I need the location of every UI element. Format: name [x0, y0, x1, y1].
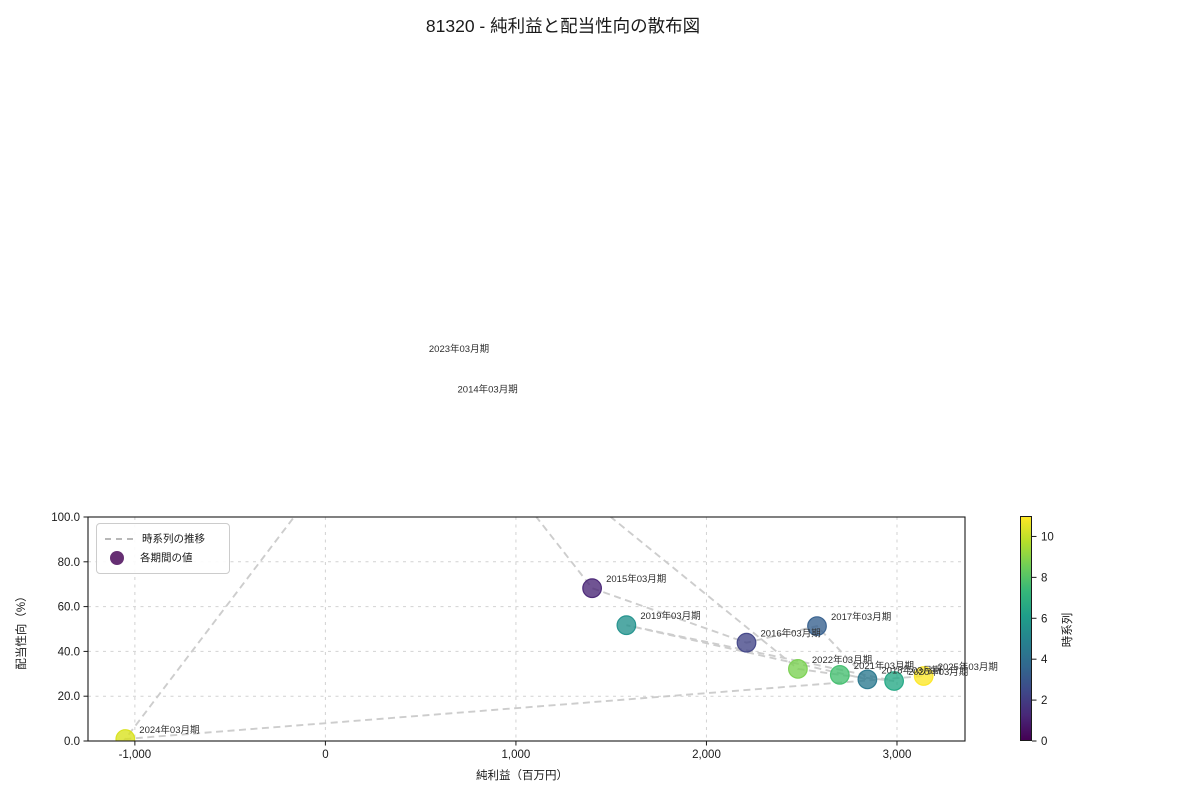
- data-point: [115, 729, 136, 741]
- colorbar-tick-label: 6: [1041, 613, 1047, 625]
- colorbar-tick-label: 0: [1041, 736, 1047, 748]
- point-label: 2019年03月期: [640, 610, 700, 622]
- scatter-dot-icon: [110, 550, 124, 565]
- point-label: 2017年03月期: [831, 611, 891, 623]
- point-label: 2018年03月期: [881, 664, 941, 676]
- data-point: [434, 389, 453, 408]
- y-tick-label: 100.0: [51, 512, 80, 524]
- data-point: [913, 666, 934, 686]
- point-label: 2021年03月期: [854, 660, 914, 672]
- colorbar: [1020, 516, 1032, 741]
- legend-item-marker: 各期間の値: [97, 548, 229, 567]
- legend-marker-label: 各期間の値: [140, 552, 193, 564]
- time-series-line: [123, 517, 924, 741]
- point-label: 2024年03月期: [139, 724, 199, 736]
- point-label: 2023年03月期: [429, 343, 489, 355]
- data-point: [736, 632, 757, 653]
- x-axis-label: 純利益（百万円）: [476, 770, 568, 782]
- x-tick-label: 2,000: [692, 749, 721, 761]
- point-label: 2020年03月期: [908, 666, 968, 678]
- y-tick-label: 80.0: [58, 557, 80, 569]
- colorbar-tick-label: 10: [1041, 531, 1054, 543]
- x-tick-label: 0: [322, 749, 328, 761]
- colorbar-tick-label: 8: [1041, 572, 1047, 584]
- point-label: 2025年03月期: [938, 661, 998, 673]
- colorbar-tick-label: 4: [1041, 654, 1048, 666]
- y-tick-label: 0.0: [64, 736, 80, 748]
- y-tick-label: 40.0: [58, 646, 80, 658]
- y-axis-label: 配当性向（%）: [16, 590, 28, 670]
- x-tick-label: 3,000: [883, 749, 912, 761]
- point-label: 2022年03月期: [812, 654, 872, 666]
- point-label: 2014年03月期: [458, 383, 518, 395]
- data-point: [829, 665, 850, 685]
- data-point: [616, 615, 637, 636]
- data-point: [582, 578, 602, 599]
- chart-title: 81320 - 純利益と配当性向の散布図: [425, 16, 701, 36]
- data-point: [406, 349, 425, 368]
- legend-line-label: 時系列の推移: [142, 533, 205, 545]
- y-tick-label: 60.0: [58, 602, 80, 614]
- legend-item-line: 時系列の推移: [97, 529, 229, 548]
- point-label: 2015年03月期: [606, 573, 666, 585]
- point-label: 2016年03月期: [761, 628, 821, 640]
- plot-border: [87, 516, 966, 742]
- data-point: [857, 669, 878, 690]
- dashed-line-icon: [105, 537, 133, 540]
- data-point: [807, 616, 827, 636]
- colorbar-tick-label: 2: [1041, 695, 1047, 707]
- y-tick-label: 20.0: [58, 691, 80, 703]
- data-point: [884, 671, 904, 691]
- legend: 時系列の推移 各期間の値: [96, 523, 230, 574]
- data-point: [788, 659, 808, 679]
- colorbar-label: 時系列: [1062, 612, 1074, 648]
- x-tick-label: 1,000: [502, 749, 531, 761]
- x-tick-label: -1,000: [119, 749, 152, 761]
